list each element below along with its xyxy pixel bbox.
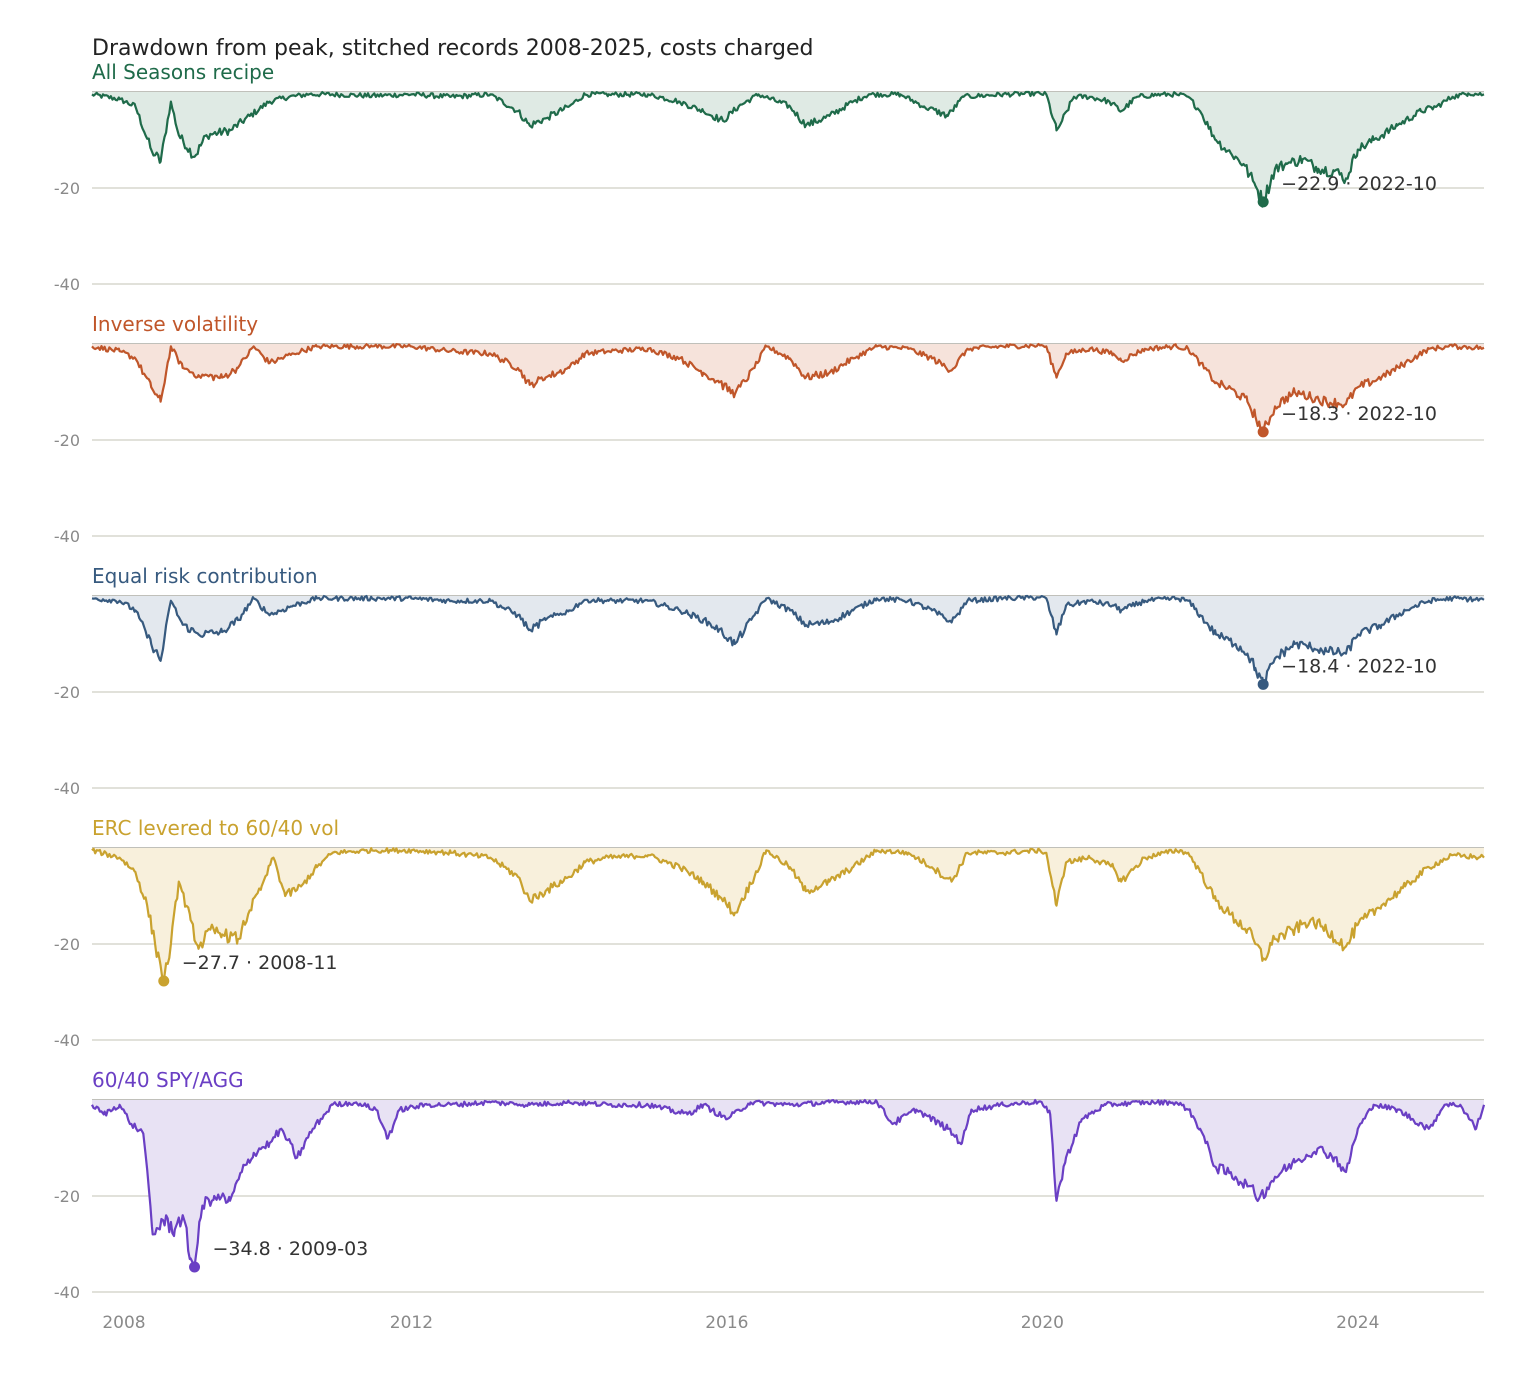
y-tick-label: -40 [54, 527, 80, 546]
trough-label: −34.8 · 2009-03 [213, 1238, 369, 1260]
panel-1: -20 -40 All Seasons recipe −22.9 · 2022-10 [54, 60, 1485, 294]
series-area [92, 848, 1484, 984]
y-tick-label: -40 [54, 1031, 80, 1050]
x-axis: 2008 2012 2016 2020 2024 [102, 1313, 1379, 1333]
chart-title: Drawdown from peak, stitched records 200… [92, 36, 813, 61]
series-line [91, 594, 1485, 686]
trough-label: −22.9 · 2022-10 [1281, 173, 1437, 195]
trough-marker [1257, 196, 1269, 208]
trough-marker [1257, 678, 1269, 690]
y-tick-label: -20 [54, 1187, 80, 1206]
series-area [92, 1100, 1484, 1267]
x-tick-label: 2008 [102, 1313, 145, 1333]
x-tick-label: 2016 [705, 1313, 748, 1333]
series-area [92, 92, 1484, 207]
panel-2: -20 -40 Inverse volatility −18.3 · 2022-10 [54, 312, 1485, 546]
series-label: Inverse volatility [92, 312, 258, 336]
trough-marker [1257, 426, 1269, 438]
x-tick-label: 2012 [390, 1313, 433, 1333]
series-line [91, 90, 1485, 208]
series-label: 60/40 SPY/AGG [92, 1068, 244, 1092]
series-label: Equal risk contribution [92, 564, 318, 588]
panel-4: -20 -40 ERC levered to 60/40 vol −27.7 · 20… [54, 816, 1485, 1050]
series-line [91, 1098, 1486, 1269]
series-area [92, 344, 1484, 432]
x-tick-label: 2024 [1336, 1313, 1379, 1333]
trough-marker [158, 975, 170, 987]
trough-label: −18.4 · 2022-10 [1281, 655, 1437, 677]
y-tick-label: -20 [54, 179, 80, 198]
trough-label: −27.7 · 2008-11 [182, 952, 338, 974]
y-tick-label: -40 [54, 275, 80, 294]
panel-3: -20 -40 Equal risk contribution −18.4 · 202… [54, 564, 1485, 798]
series-label: ERC levered to 60/40 vol [92, 816, 339, 840]
x-tick-label: 2020 [1021, 1313, 1064, 1333]
trough-marker [189, 1261, 201, 1273]
y-tick-label: -20 [54, 935, 80, 954]
y-tick-label: -20 [54, 431, 80, 450]
y-tick-label: -40 [54, 779, 80, 798]
series-area [92, 596, 1484, 685]
trough-label: −18.3 · 2022-10 [1281, 403, 1437, 425]
y-tick-label: -20 [54, 683, 80, 702]
series-label: All Seasons recipe [92, 60, 274, 84]
panel-5: -20 -40 60/40 SPY/AGG −34.8 · 2009-03 [54, 1068, 1486, 1302]
y-tick-label: -40 [54, 1283, 80, 1302]
series-line [91, 847, 1485, 985]
series-line [91, 342, 1485, 433]
